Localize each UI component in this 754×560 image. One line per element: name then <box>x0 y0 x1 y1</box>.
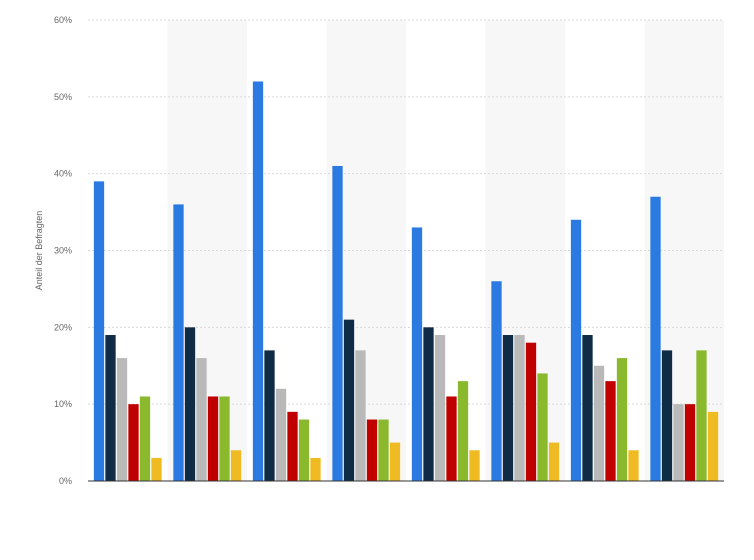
bar[interactable] <box>116 358 128 481</box>
bar[interactable] <box>616 358 628 481</box>
bar[interactable] <box>570 219 582 481</box>
bar[interactable] <box>207 396 219 481</box>
bar[interactable] <box>423 327 434 481</box>
y-axis-title: Anteil der Befragten <box>34 211 44 291</box>
bar[interactable] <box>469 450 480 481</box>
y-tick-label: 40% <box>54 169 72 179</box>
bar[interactable] <box>275 388 287 481</box>
y-tick-label: 0% <box>59 476 72 486</box>
bar[interactable] <box>332 165 343 482</box>
y-tick-label: 20% <box>54 322 72 332</box>
bar[interactable] <box>661 350 673 481</box>
y-tick-label: 60% <box>54 15 72 25</box>
bar[interactable] <box>355 350 366 481</box>
bar[interactable] <box>548 442 560 481</box>
bar[interactable] <box>684 404 696 481</box>
bar[interactable] <box>411 227 423 481</box>
bar[interactable] <box>525 342 537 481</box>
bar[interactable] <box>491 281 502 481</box>
bar[interactable] <box>537 373 548 481</box>
bar[interactable] <box>650 196 661 481</box>
bar[interactable] <box>252 81 264 481</box>
bar[interactable] <box>378 419 389 481</box>
bar[interactable] <box>366 419 378 481</box>
bar[interactable] <box>446 396 457 481</box>
bar[interactable] <box>457 381 469 481</box>
bar[interactable] <box>196 358 207 481</box>
bar[interactable] <box>343 319 355 481</box>
y-tick-label: 50% <box>54 92 72 102</box>
y-tick-label: 30% <box>54 246 72 256</box>
y-tick-labels: 0% 10% 20% 30% 40% 50% 60% <box>54 15 72 486</box>
bar[interactable] <box>514 335 525 481</box>
bar[interactable] <box>605 381 616 481</box>
bar[interactable] <box>287 411 298 481</box>
bars <box>93 81 719 482</box>
bar[interactable] <box>184 327 196 481</box>
bar[interactable] <box>264 350 275 481</box>
bar[interactable] <box>434 335 446 481</box>
bar[interactable] <box>219 396 230 481</box>
bar[interactable] <box>707 411 719 481</box>
y-tick-label: 10% <box>54 399 72 409</box>
bar[interactable] <box>173 204 184 481</box>
bar[interactable] <box>582 335 593 481</box>
bar[interactable] <box>310 457 321 481</box>
bar[interactable] <box>93 181 105 481</box>
bar[interactable] <box>628 450 639 481</box>
bar[interactable] <box>593 365 605 481</box>
bar[interactable] <box>105 335 116 481</box>
bar[interactable] <box>298 419 310 481</box>
bar[interactable] <box>673 404 684 481</box>
bar[interactable] <box>389 442 401 481</box>
bar[interactable] <box>696 350 707 481</box>
bar[interactable] <box>230 450 242 481</box>
bar[interactable] <box>139 396 151 481</box>
bar[interactable] <box>128 404 139 481</box>
bar[interactable] <box>502 335 514 481</box>
bar[interactable] <box>151 457 162 481</box>
